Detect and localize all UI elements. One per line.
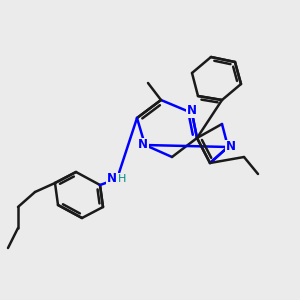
Text: H: H [118,174,126,184]
Text: N: N [107,172,117,185]
Text: N: N [226,140,236,154]
Text: N: N [138,139,148,152]
Text: N: N [187,104,197,118]
